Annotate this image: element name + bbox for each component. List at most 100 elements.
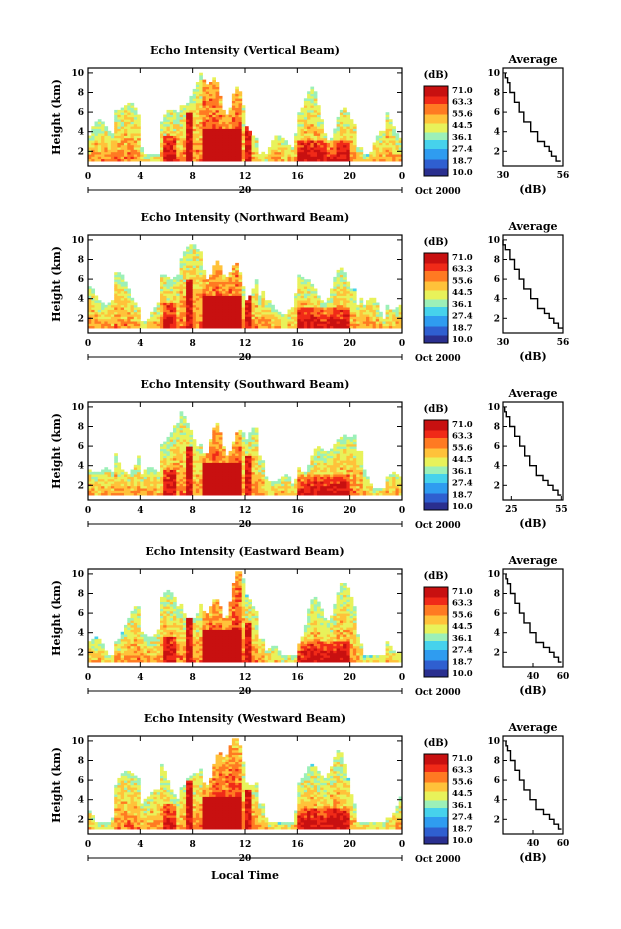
- heatmap-cell: [189, 269, 194, 273]
- heatmap-cell: [127, 135, 131, 139]
- heatmap-cell: [254, 427, 259, 431]
- heatmap-cell: [176, 481, 180, 484]
- heatmap-cell: [199, 75, 203, 78]
- heatmap-cell: [300, 474, 305, 477]
- heatmap-cell: [307, 149, 311, 153]
- heatmap-cell: [245, 471, 249, 475]
- heatmap-cell: [215, 425, 220, 428]
- heatmap-cell: [130, 133, 135, 136]
- colorbar-unit: (dB): [424, 70, 449, 81]
- heatmap-cell: [254, 304, 259, 308]
- heatmap-cell: [120, 304, 125, 308]
- heatmap-cell: [179, 429, 184, 433]
- heatmap-cell: [258, 304, 262, 308]
- heatmap-cell: [398, 140, 403, 143]
- heatmap-cell: [228, 114, 233, 118]
- heatmap-cell: [343, 441, 347, 445]
- heatmap-cell: [97, 154, 102, 157]
- heatmap-cell: [307, 304, 311, 308]
- heatmap-cell: [294, 293, 298, 296]
- heatmap-cell: [317, 471, 321, 475]
- heatmap-cell: [114, 318, 118, 322]
- heatmap-cell: [186, 126, 190, 129]
- heatmap-cell: [169, 133, 174, 136]
- heatmap-cell: [297, 281, 301, 285]
- heatmap-cell: [199, 107, 203, 111]
- heatmap-cell: [235, 119, 239, 122]
- heatmap-cell: [215, 286, 220, 289]
- heatmap-cell: [274, 140, 279, 143]
- heatmap-cell: [359, 156, 364, 160]
- heatmap-cell: [323, 492, 328, 496]
- heatmap-cell: [146, 318, 151, 322]
- heatmap-cell: [333, 485, 337, 489]
- heatmap-cell: [300, 151, 305, 155]
- heatmap-cell: [228, 140, 233, 143]
- heatmap-cell: [222, 314, 226, 317]
- heatmap-cell: [251, 147, 256, 150]
- heatmap-cell: [176, 323, 180, 327]
- heatmap-cell: [317, 147, 321, 150]
- heatmap-cell: [101, 492, 105, 496]
- heatmap-cell: [173, 436, 177, 440]
- heatmap-cell: [297, 302, 301, 306]
- heatmap-cell: [251, 455, 256, 459]
- heatmap-cell: [101, 478, 105, 482]
- heatmap-cell: [352, 323, 357, 327]
- heatmap-cell: [101, 316, 105, 320]
- heatmap-cell: [163, 137, 167, 141]
- heatmap-cell: [238, 309, 243, 313]
- heatmap-cell: [235, 483, 239, 487]
- heatmap-cell: [366, 154, 370, 157]
- heatmap-cell: [215, 490, 220, 494]
- heatmap-cell: [186, 142, 190, 146]
- heatmap-cell: [120, 302, 125, 306]
- heatmap-cell: [235, 476, 239, 480]
- heatmap-cell: [110, 321, 115, 324]
- heatmap-cell: [388, 323, 393, 327]
- heatmap-cell: [313, 309, 318, 313]
- heatmap-cell: [212, 443, 216, 447]
- heatmap-cell: [346, 147, 351, 150]
- heatmap-cell: [189, 290, 194, 294]
- heatmap-cell: [205, 93, 210, 97]
- heatmap-cell: [264, 156, 269, 160]
- heatmap-cell: [114, 151, 118, 155]
- heatmap-cell: [127, 488, 131, 491]
- heatmap-cell: [173, 119, 177, 122]
- heatmap-cell: [326, 457, 331, 461]
- heatmap-cell: [235, 98, 239, 101]
- heatmap-cell: [212, 82, 216, 85]
- heatmap-cell: [333, 281, 337, 285]
- heatmap-cell: [343, 279, 347, 282]
- heatmap-cell: [241, 481, 246, 484]
- heatmap-cell: [195, 255, 200, 259]
- heatmap-cell: [176, 293, 180, 296]
- heatmap-cell: [330, 151, 334, 155]
- heatmap-cell: [254, 318, 259, 322]
- heatmap-cell: [395, 311, 400, 315]
- heatmap-cell: [163, 300, 167, 303]
- heatmap-cell: [352, 144, 357, 148]
- heatmap-cell: [333, 309, 337, 313]
- heatmap-cell: [231, 147, 236, 150]
- heatmap-cell: [235, 439, 239, 442]
- heatmap-cell: [110, 318, 115, 322]
- heatmap-cell: [225, 492, 230, 496]
- heatmap-cell: [124, 314, 128, 317]
- heatmap-cell: [258, 309, 262, 313]
- heatmap-cell: [209, 149, 213, 153]
- heatmap-cell: [238, 142, 243, 146]
- heatmap-cell: [114, 476, 118, 480]
- heatmap-cell: [313, 290, 318, 294]
- heatmap-cell: [104, 304, 109, 308]
- heatmap-cell: [215, 483, 220, 487]
- heatmap-cell: [385, 307, 390, 310]
- heatmap-cell: [235, 290, 239, 294]
- heatmap-cell: [189, 272, 194, 275]
- profile-x-tick-label: 56: [557, 171, 570, 181]
- heatmap-cell: [251, 485, 256, 489]
- heatmap-cell: [143, 476, 148, 480]
- heatmap-cell: [160, 140, 164, 143]
- heatmap-cell: [251, 302, 256, 306]
